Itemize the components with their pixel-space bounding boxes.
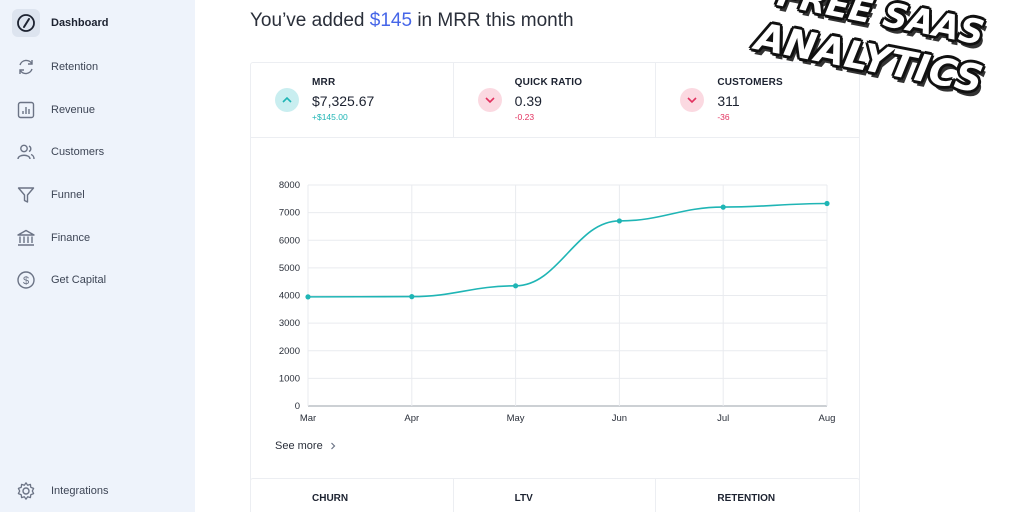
y-tick-label: 7000 (279, 208, 300, 219)
kpi-customers[interactable]: CUSTOMERS 311 -36 (656, 63, 859, 138)
kpi-title: RETENTION (717, 493, 776, 504)
promo-overlay: FREE SAAS ANALYTICS (748, 0, 1024, 114)
sidebar-item-label: Get Capital (51, 274, 107, 286)
kpi-delta: -0.23 (514, 112, 535, 122)
sidebar-item-label: Funnel (51, 189, 85, 201)
kpi-row: MRR $7,325.67 +$145.00 QUICK RATIO 0.39 … (251, 63, 859, 138)
sidebar-item-finance[interactable]: Finance (12, 223, 184, 253)
x-tick-label: Mar (300, 413, 316, 424)
svg-text:$: $ (23, 275, 29, 287)
sidebar-item-label: Integrations (51, 485, 109, 497)
kpi-title: CHURN (312, 493, 349, 504)
bar-chart-icon (12, 96, 40, 124)
sidebar-item-funnel[interactable]: Funnel (12, 180, 184, 210)
sidebar-item-retention[interactable]: Retention (12, 52, 184, 82)
x-tick-label: Jul (717, 413, 729, 424)
kpi-mrr[interactable]: MRR $7,325.67 +$145.00 (251, 63, 454, 138)
sidebar-item-label: Revenue (51, 104, 96, 116)
mrr-card: MRR $7,325.67 +$145.00 QUICK RATIO 0.39 … (250, 62, 860, 482)
kpi-retention[interactable]: RETENTION (656, 479, 859, 512)
refresh-icon (12, 53, 40, 81)
users-icon (12, 138, 40, 166)
series-line-mrr (307, 202, 828, 298)
trend-down-icon (680, 88, 705, 112)
y-tick-label: 6000 (279, 235, 300, 246)
kpi-quick-ratio[interactable]: QUICK RATIO 0.39 -0.23 (454, 63, 657, 138)
sidebar-item-get-capital[interactable]: $ Get Capital (12, 265, 184, 295)
sidebar-item-label: Finance (51, 232, 91, 244)
sidebar: Dashboard Retention Revenue Customers Fu… (0, 0, 195, 512)
compass-icon (12, 9, 40, 37)
kpi-value: 311 (717, 93, 740, 109)
page-headline: You’ve added $145 in MRR this month (250, 10, 574, 32)
x-tick-label: Apr (404, 413, 419, 424)
x-tick-label: Aug (819, 413, 836, 424)
sidebar-item-label: Customers (51, 146, 105, 158)
y-tick-label: 2000 (279, 346, 300, 357)
x-tick-label: Jun (612, 413, 627, 424)
sidebar-item-label: Dashboard (51, 17, 109, 29)
kpi-value: 0.39 (514, 93, 542, 109)
bank-icon (12, 224, 40, 252)
secondary-kpi-row: CHURN LTV RETENTION (250, 478, 860, 512)
y-tick-label: 1000 (279, 373, 300, 384)
kpi-delta: -36 (717, 112, 730, 122)
x-tick-label: May (507, 413, 525, 424)
kpi-title: MRR (312, 77, 336, 88)
funnel-icon (12, 181, 40, 209)
sidebar-item-dashboard[interactable]: Dashboard (12, 8, 184, 38)
chevron-right-icon (330, 442, 336, 450)
headline-suffix: in MRR this month (417, 10, 574, 31)
gear-icon (12, 477, 40, 505)
data-point (616, 218, 622, 224)
data-point (513, 283, 519, 289)
sidebar-item-revenue[interactable]: Revenue (12, 95, 184, 125)
y-tick-label: 5000 (279, 263, 300, 274)
y-tick-label: 3000 (279, 318, 300, 329)
y-tick-label: 8000 (279, 180, 300, 191)
y-tick-label: 0 (295, 401, 300, 412)
sidebar-item-label: Retention (51, 61, 99, 73)
kpi-title: QUICK RATIO (514, 77, 583, 88)
kpi-churn[interactable]: CHURN (251, 479, 454, 512)
kpi-title: CUSTOMERS (717, 77, 783, 88)
trend-up-icon (275, 88, 299, 112)
dollar-circle-icon: $ (12, 266, 40, 294)
trend-down-icon (477, 88, 502, 112)
mrr-line-chart: 0 1000 2000 3000 4000 5000 6000 7000 8000 Mar Apr M… (279, 180, 836, 424)
data-point (720, 204, 726, 210)
sidebar-item-integrations[interactable]: Integrations (12, 476, 184, 506)
data-point (409, 294, 415, 300)
kpi-ltv[interactable]: LTV (454, 479, 657, 512)
data-point (824, 200, 830, 207)
headline-prefix: You’ve added (250, 10, 365, 31)
headline-amount: $145 (369, 10, 413, 31)
data-point (305, 294, 311, 300)
see-more-link[interactable]: See more (275, 440, 337, 452)
y-tick-label: 4000 (279, 291, 300, 302)
see-more-label: See more (275, 440, 323, 452)
kpi-value: $7,325.67 (312, 93, 375, 109)
kpi-title: LTV (514, 493, 533, 504)
kpi-delta: +$145.00 (312, 112, 348, 122)
sidebar-item-customers[interactable]: Customers (12, 137, 184, 167)
